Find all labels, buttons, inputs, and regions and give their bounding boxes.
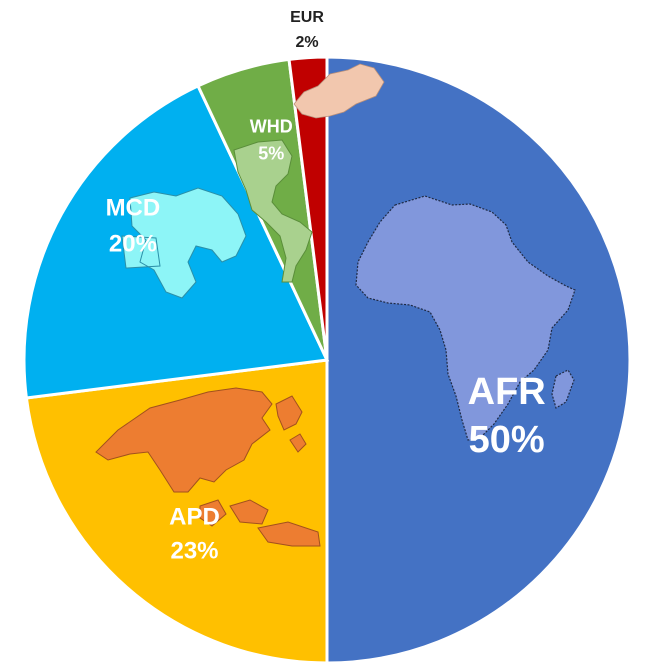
slice-label-apd: APD [169, 504, 220, 531]
africa-map-icon [355, 195, 576, 441]
labels-layer: AFR 50% APD 23% MCD 20% WHD 5% EUR 2% [106, 9, 546, 565]
slice-value-afr: 50% [469, 419, 545, 461]
slice-label-whd: WHD [250, 117, 293, 137]
asia-pacific-map-icon [95, 387, 321, 547]
pie-slice-eur [287, 55, 329, 361]
slice-value-whd: 5% [258, 144, 284, 164]
slice-value-mcd: 20% [109, 231, 157, 258]
maps-layer [95, 63, 576, 547]
slice-label-mcd: MCD [106, 195, 161, 222]
slice-label-afr: AFR [468, 371, 546, 413]
slice-value-eur: 2% [295, 34, 318, 51]
europe-map-icon [293, 63, 385, 119]
middle-east-map-icon [121, 187, 247, 299]
slice-value-apd: 23% [170, 538, 218, 565]
americas-map-icon [233, 139, 313, 283]
slice-label-eur: EUR [290, 9, 324, 26]
